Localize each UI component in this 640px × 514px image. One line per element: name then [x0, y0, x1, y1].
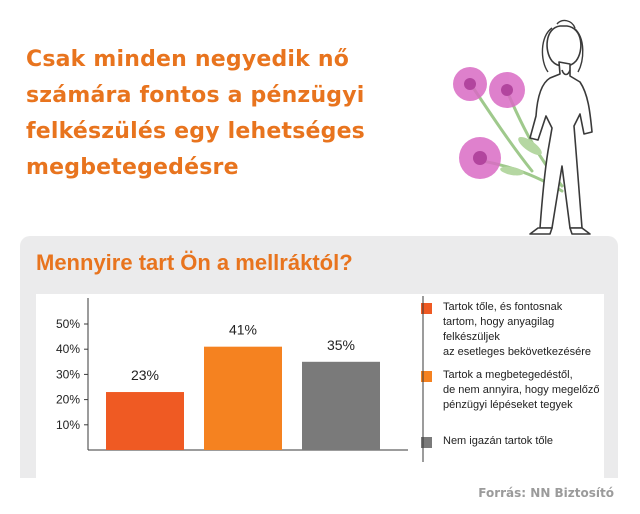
bar	[302, 361, 380, 450]
flower-leaves	[500, 136, 542, 176]
source-note: Forrás: NN Biztosító	[478, 486, 614, 500]
bar	[204, 346, 282, 450]
legend-item: Tartok a megbetegedéstől, de nem annyira…	[421, 368, 603, 413]
legend-swatch	[421, 371, 432, 382]
headline: Csak minden negyedik nő számára fontos a…	[26, 47, 365, 180]
bar-value-label: 41%	[229, 322, 257, 338]
legend-item: Nem igazán tartok tőle	[421, 434, 603, 449]
legend-swatch	[421, 437, 432, 448]
legend-label: Tartok tőle, és fontosnak tartom, hogy a…	[443, 301, 591, 358]
y-tick-label: 50%	[56, 317, 80, 331]
legend-label: Tartok a megbetegedéstől, de nem annyira…	[443, 369, 600, 411]
y-tick-label: 30%	[56, 367, 80, 381]
woman-with-flowers-illustration	[453, 19, 593, 235]
legend-swatch	[421, 303, 432, 314]
woman-outline	[529, 25, 593, 235]
y-tick-label: 20%	[56, 393, 80, 407]
flower-heads	[453, 67, 525, 179]
bar-chart: 10% 20% 30% 40% 50% 23% 41% 35%	[56, 298, 408, 451]
y-tick-label: 10%	[56, 418, 80, 432]
chart-area: 10% 20% 30% 40% 50% 23% 41% 35% Tartok tőle, és…	[36, 294, 604, 478]
bar	[106, 392, 184, 450]
bar-value-label: 35%	[327, 337, 355, 353]
bar-value-label: 23%	[131, 367, 159, 383]
chart-legend: Tartok tőle, és fontosnak tartom, hogy a…	[421, 294, 604, 478]
legend-item: Tartok tőle, és fontosnak tartom, hogy a…	[421, 300, 603, 360]
chart-question-title: Mennyire tart Ön a mellráktól?	[36, 250, 353, 275]
y-tick-label: 40%	[56, 342, 80, 356]
survey-panel: Mennyire tart Ön a mellráktól? 10% 20% 30%…	[20, 236, 618, 478]
legend-label: Nem igazán tartok tőle	[443, 435, 554, 447]
